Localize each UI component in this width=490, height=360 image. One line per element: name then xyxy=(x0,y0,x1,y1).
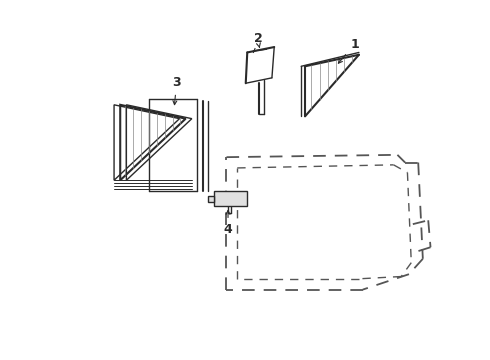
Text: 4: 4 xyxy=(223,223,232,237)
Bar xyxy=(208,196,214,202)
Text: 2: 2 xyxy=(254,32,263,45)
Bar xyxy=(214,191,246,206)
Text: 1: 1 xyxy=(351,38,360,51)
Text: 3: 3 xyxy=(172,76,181,89)
